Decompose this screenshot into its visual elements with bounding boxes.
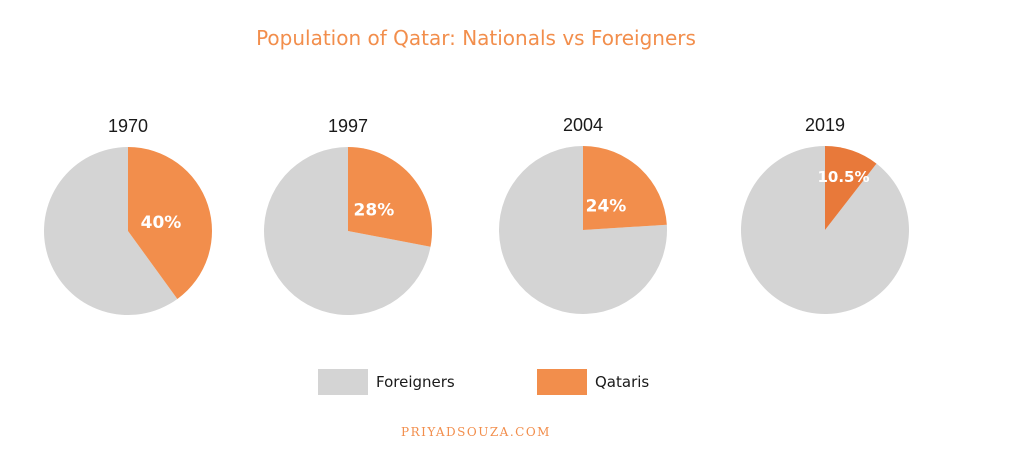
legend-label-qataris: Qataris (595, 373, 650, 391)
pie-2004: 2004 24% (498, 115, 667, 314)
legend-item-qataris: Qataris (537, 369, 649, 395)
slice-foreigners (263, 147, 431, 315)
slice-qataris (583, 146, 667, 230)
legend-item-foreigners: Foreigners (318, 369, 455, 395)
slice-qataris (825, 146, 877, 230)
slice-qataris-label: 24% (586, 197, 627, 217)
watermark: PRIYADSOUZA.COM (401, 425, 551, 439)
slice-qataris-label: 10.5% (817, 168, 869, 186)
slice-qataris-label: 40% (141, 213, 182, 233)
slice-qataris-label: 28% (354, 201, 395, 221)
pie-year-label: 2019 (805, 115, 845, 135)
pie-1970: 1970 40% (44, 116, 213, 315)
slice-qataris (128, 147, 213, 299)
pie-year-label: 1970 (108, 116, 148, 136)
slice-qataris (348, 147, 432, 247)
slice-foreigners (44, 147, 178, 315)
pie-year-label: 2004 (563, 115, 603, 135)
chart-title: Population of Qatar: Nationals vs Foreig… (256, 26, 696, 50)
pie-1997: 1997 28% (263, 116, 432, 315)
legend-label-foreigners: Foreigners (376, 373, 455, 391)
legend-swatch-qataris (537, 369, 587, 395)
legend-swatch-foreigners (318, 369, 368, 395)
pie-year-label: 1997 (328, 116, 368, 136)
pie-2019: 2019 10.5% (740, 115, 909, 314)
